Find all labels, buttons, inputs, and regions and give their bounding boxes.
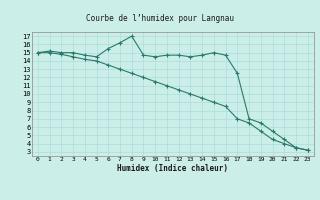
X-axis label: Humidex (Indice chaleur): Humidex (Indice chaleur) — [117, 164, 228, 173]
Text: Courbe de l’humidex pour Langnau: Courbe de l’humidex pour Langnau — [86, 14, 234, 23]
